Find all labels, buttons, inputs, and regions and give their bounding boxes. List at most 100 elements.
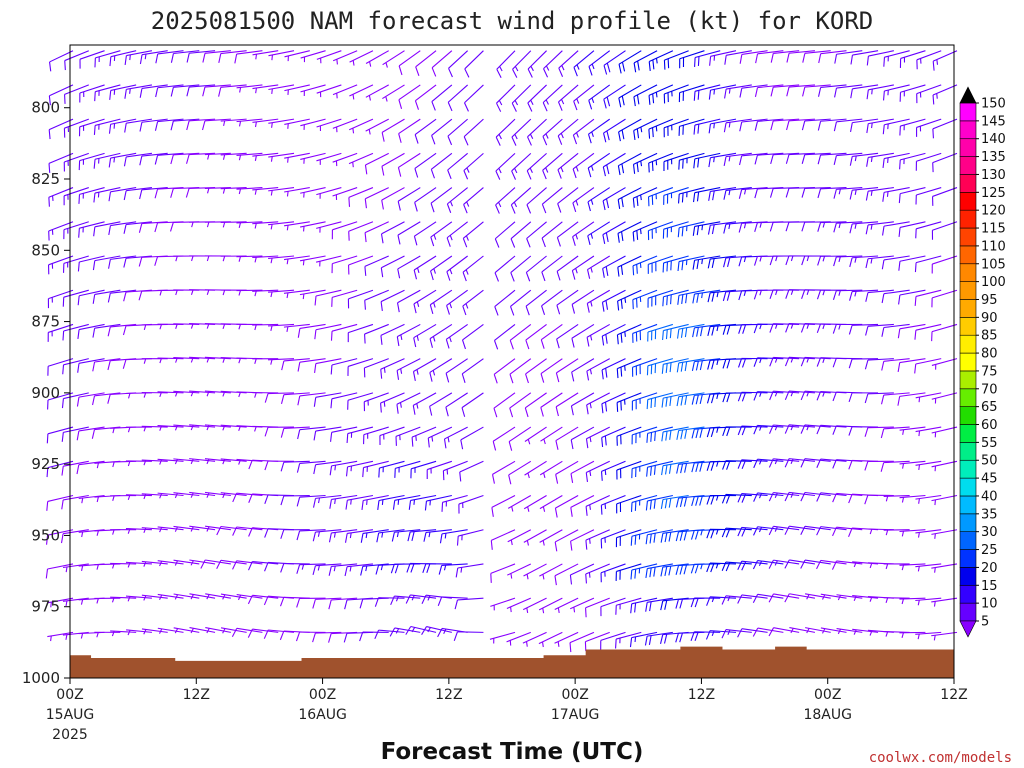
wind-barb [284,187,310,197]
barb-staff [741,594,768,599]
wind-barb [754,118,784,131]
barb-feather [431,67,437,77]
wind-barb [850,50,879,65]
wind-barb [509,358,532,384]
barb-half-feather [287,157,289,163]
barb-staff [820,492,847,497]
barb-half-feather [715,563,719,569]
wind-barb [415,50,437,76]
barb-feather [397,201,401,211]
wind-barb [107,289,137,303]
barb-staff [316,118,342,128]
wind-barb [491,460,516,484]
barb-staff [916,152,942,162]
wind-barb [186,50,216,63]
barb-staff [647,392,673,401]
wind-barb [348,118,374,134]
barb-staff [381,152,405,167]
barb-feather [665,363,668,373]
barb-staff [348,255,374,266]
colorbar-label: 150 [981,97,1006,112]
barb-feather [697,124,700,134]
barb-staff [588,50,611,67]
wind-barb [708,84,737,100]
wind-barb [268,187,295,196]
barb-feather [741,527,747,537]
barb-half-feather [511,506,514,512]
barb-feather [865,258,869,269]
barb-half-feather [222,628,226,634]
barb-half-feather [758,526,763,533]
barb-feather [722,460,727,470]
barb-staff [157,458,184,462]
wind-barb [268,84,295,95]
barb-feather [186,154,190,164]
barb-staff [126,118,153,124]
wind-barb [865,289,894,302]
barb-staff [348,323,374,334]
wind-barb [154,118,184,131]
barb-staff [618,50,642,65]
barb-half-feather [368,129,371,135]
barb-feather [770,120,774,131]
wind-barb [523,495,547,512]
wind-barb [295,631,326,642]
barb-staff [110,630,137,633]
barb-half-feather [557,641,560,647]
barb-feather [185,188,190,198]
barb-staff [710,50,737,57]
wind-barb [220,152,247,160]
barb-feather [660,533,664,543]
barb-feather [312,565,316,576]
barb-staff [804,525,831,531]
barb-staff [662,529,689,534]
barb-feather [741,493,747,503]
barb-staff [236,187,263,190]
wind-barb [931,323,958,342]
barb-staff [788,390,815,394]
wind-barb [446,187,468,213]
barb-half-feather [301,564,305,570]
barb-staff [585,563,610,575]
barb-staff [252,152,279,157]
barb-half-feather [427,595,431,601]
barb-half-feather [443,628,447,635]
barb-feather [864,495,869,505]
barb-half-feather [400,368,403,374]
barb-half-feather [190,492,194,498]
barb-staff [365,187,389,200]
barb-feather [124,55,127,66]
barb-feather [670,294,672,305]
wind-barb [110,630,137,637]
barb-half-feather [713,123,715,129]
wind-barb [600,597,626,617]
barb-feather [914,363,917,374]
barb-staff [348,152,374,165]
wind-barb [494,221,516,248]
barb-staff [915,358,942,365]
wind-barb [360,563,389,576]
wind-barb [394,460,421,478]
barb-staff [429,289,453,306]
barb-staff [126,152,153,158]
barb-staff [496,50,516,70]
wind-barb [737,560,768,571]
barb-feather [636,94,640,105]
barb-feather [540,373,545,383]
barb-half-feather [576,98,580,104]
barb-feather [571,304,576,314]
colorbar-label: 60 [981,418,998,433]
x-tick-label: 12Z [183,687,210,703]
barb-staff [173,559,200,565]
barb-feather [681,226,684,237]
barb-half-feather [701,224,704,231]
wind-barb [932,118,958,139]
wind-barb [281,358,310,371]
barb-feather [525,373,529,384]
barb-staff [252,289,279,292]
wind-barb [865,255,894,269]
wind-barb [805,627,831,634]
barb-half-feather [711,630,715,636]
barb-half-feather [368,95,371,101]
barb-feather [49,61,52,72]
